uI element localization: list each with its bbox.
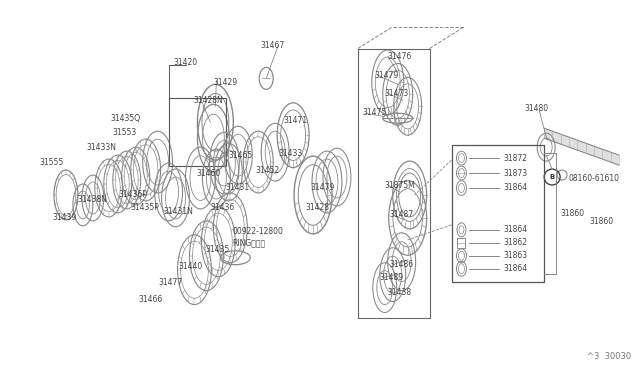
- Text: 31440: 31440: [179, 262, 203, 271]
- Bar: [458, 238, 465, 248]
- Text: 08160-61610: 08160-61610: [568, 173, 619, 183]
- Text: 31438N: 31438N: [77, 195, 107, 205]
- Text: 31860: 31860: [589, 217, 613, 227]
- Text: 31435: 31435: [205, 245, 230, 254]
- Text: 31477: 31477: [159, 278, 183, 287]
- Text: 31429: 31429: [213, 78, 237, 87]
- Bar: [168, 98, 227, 166]
- Text: 00922-12800: 00922-12800: [232, 227, 284, 236]
- Text: ^3  30030: ^3 30030: [587, 352, 631, 361]
- Text: 31467: 31467: [260, 41, 284, 50]
- Text: 31433: 31433: [278, 149, 303, 158]
- Text: 31862: 31862: [503, 238, 527, 247]
- Text: 31473: 31473: [385, 89, 409, 98]
- Text: 31460: 31460: [196, 169, 221, 177]
- Text: RINGリング: RINGリング: [232, 238, 266, 247]
- Text: 31452: 31452: [255, 166, 280, 174]
- Text: 31864: 31864: [503, 225, 527, 234]
- Text: 31875M: 31875M: [385, 180, 415, 189]
- Text: B: B: [550, 174, 555, 180]
- Text: 31872: 31872: [503, 154, 527, 163]
- Text: 31471: 31471: [283, 116, 307, 125]
- Text: 31864: 31864: [503, 183, 527, 192]
- Text: 31436P: 31436P: [119, 190, 148, 199]
- Text: 31476: 31476: [388, 52, 412, 61]
- Text: 31439: 31439: [52, 214, 76, 222]
- Text: 31479: 31479: [310, 183, 334, 192]
- Text: 31431: 31431: [225, 183, 250, 192]
- Text: 31863: 31863: [503, 251, 527, 260]
- Text: 31466: 31466: [139, 295, 163, 304]
- Text: 31479: 31479: [375, 71, 399, 80]
- Text: 31428: 31428: [305, 203, 329, 212]
- Text: 31465: 31465: [228, 151, 253, 160]
- Polygon shape: [544, 128, 619, 165]
- Text: 31431N: 31431N: [164, 208, 193, 217]
- Text: 31555: 31555: [39, 158, 63, 167]
- Text: 31420: 31420: [173, 58, 198, 67]
- Text: 31486: 31486: [390, 260, 414, 269]
- Text: 31860: 31860: [560, 209, 584, 218]
- Text: 31435Q: 31435Q: [111, 114, 141, 123]
- Bar: [451, 145, 544, 282]
- Text: 31475: 31475: [363, 108, 387, 117]
- Text: 31436: 31436: [211, 203, 235, 212]
- Text: 31438: 31438: [388, 288, 412, 297]
- Text: 31873: 31873: [503, 169, 527, 177]
- Text: 31864: 31864: [503, 264, 527, 273]
- Text: 31553: 31553: [113, 128, 137, 137]
- Text: 31480: 31480: [524, 104, 548, 113]
- Text: 31487: 31487: [390, 211, 414, 219]
- Text: 31428N: 31428N: [193, 96, 223, 105]
- Text: 31435P: 31435P: [131, 203, 159, 212]
- Text: 31433N: 31433N: [87, 142, 117, 152]
- Text: 31489: 31489: [380, 273, 404, 282]
